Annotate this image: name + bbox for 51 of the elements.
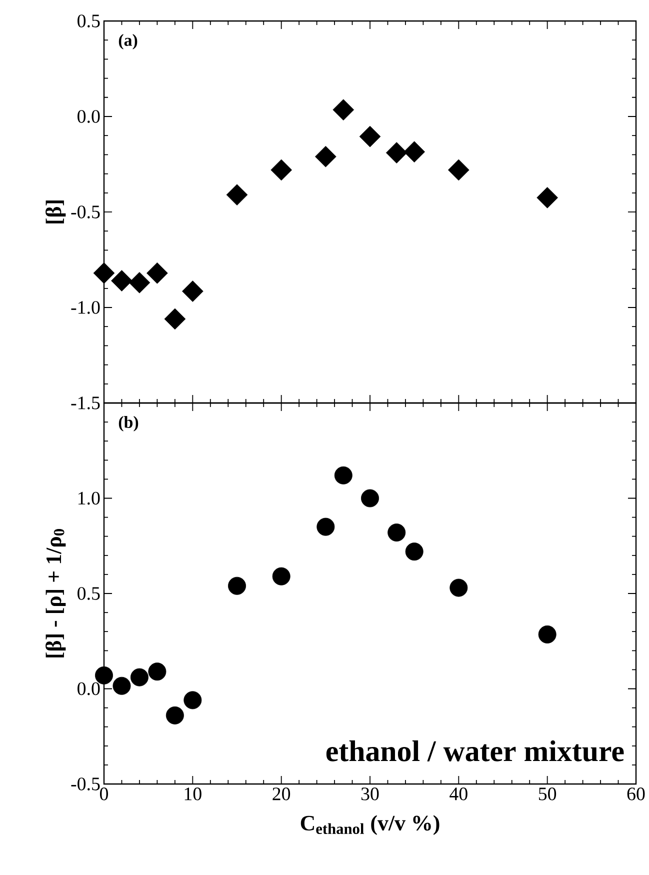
y-tick-label: 0.0 [78, 110, 100, 123]
point [536, 187, 558, 208]
point [332, 99, 354, 120]
point [334, 466, 352, 484]
point [270, 159, 292, 181]
point [359, 126, 381, 148]
point [226, 184, 248, 206]
point [146, 262, 168, 284]
y-axis-title: [β] [46, 200, 66, 224]
point [450, 578, 468, 597]
point [148, 662, 166, 681]
y-tick-label: 0.5 [78, 587, 100, 600]
point [448, 159, 470, 181]
y-axis-title: [β] - [ρ] + 1/ρ$_{0}$ [46, 529, 66, 658]
x-tick-label: 20 [272, 788, 290, 800]
x-tick-label: 60 [627, 788, 645, 800]
point [93, 262, 115, 284]
point [112, 676, 131, 695]
x-tick-label: 0 [100, 788, 108, 800]
point [166, 706, 184, 724]
y-tick-label: -1.0 [71, 301, 100, 314]
y-tick-label: 0.5 [78, 14, 100, 28]
point [182, 280, 204, 302]
y-tick-label: -0.5 [71, 206, 100, 218]
x-tick-label: 50 [538, 788, 556, 800]
point [538, 625, 556, 644]
x-tick-label: 10 [184, 788, 202, 800]
point [128, 272, 150, 294]
point [184, 691, 202, 710]
point [386, 142, 408, 164]
annotation: (b) [118, 416, 138, 432]
point [228, 576, 246, 595]
point [111, 270, 132, 292]
y-tick-label: -0.5 [71, 778, 100, 790]
point [315, 146, 336, 168]
point [272, 567, 290, 586]
point [316, 518, 335, 536]
point [164, 308, 186, 330]
y-tick-label: -1.5 [71, 396, 100, 410]
y-tick-label: 0.0 [78, 682, 100, 696]
x-axis-title: C$_{ethanol}$ (v/v %) [300, 815, 440, 836]
x-tick-label: 30 [361, 788, 379, 800]
point [130, 668, 148, 686]
x-tick-label: 40 [450, 788, 468, 800]
point [404, 141, 425, 162]
point [388, 524, 406, 542]
annotation: ethanol / water mixture [326, 740, 624, 762]
point [405, 542, 424, 561]
point [361, 489, 379, 508]
annotation: (a) [118, 34, 138, 50]
y-tick-label: 1.0 [78, 492, 100, 505]
